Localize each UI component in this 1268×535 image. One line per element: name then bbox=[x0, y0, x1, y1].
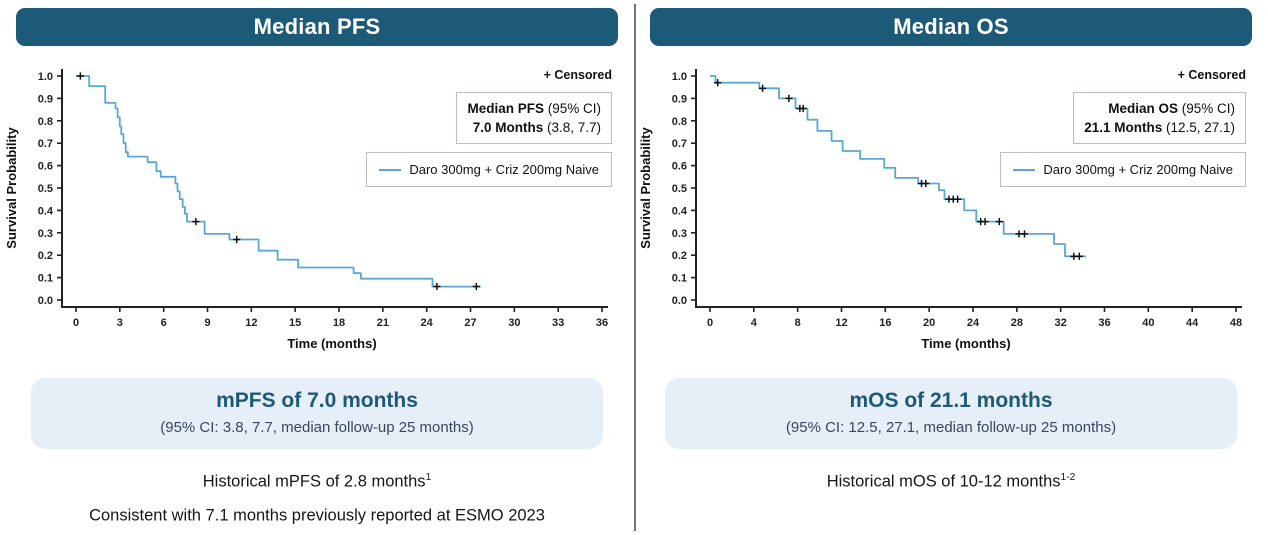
os-notes: Historical mOS of 10-12 months1-2 bbox=[634, 463, 1268, 497]
os-summary-subtitle: (95% CI: 12.5, 27.1, median follow-up 25… bbox=[785, 419, 1117, 436]
svg-text:0.2: 0.2 bbox=[38, 250, 53, 262]
pfs-chart-area: 0.0 0.1 0.2 0.3 0.4 0.5 0.6 0.7 0.8 0.9 1.0 0 3 6 9 12 1… bbox=[0, 58, 634, 358]
pfs-notes: Historical mPFS of 2.8 months1 Consisten… bbox=[0, 463, 634, 530]
svg-text:0.3: 0.3 bbox=[672, 228, 687, 240]
svg-text:0.4: 0.4 bbox=[672, 205, 688, 217]
os-summary-box: mOS of 21.1 months (95% CI: 12.5, 27.1, … bbox=[665, 378, 1237, 449]
svg-text:15: 15 bbox=[289, 317, 301, 329]
legend-line-sample-icon bbox=[379, 168, 402, 171]
svg-text:0.6: 0.6 bbox=[672, 161, 687, 173]
pfs-stats-line1: Median PFS (95% CI) bbox=[467, 101, 601, 116]
svg-text:16: 16 bbox=[879, 317, 891, 329]
svg-text:0.0: 0.0 bbox=[38, 295, 53, 307]
pfs-stats-line2: 7.0 Months (3.8, 7.7) bbox=[472, 120, 601, 135]
pfs-header: Median PFS bbox=[16, 8, 618, 46]
svg-text:0.9: 0.9 bbox=[38, 93, 53, 105]
svg-text:1.0: 1.0 bbox=[672, 71, 687, 83]
os-stats-line1: Median OS (95% CI) bbox=[1108, 101, 1235, 116]
pfs-km-chart: 0.00.10.20.30.40.50.60.70.80.91.00 3 6 9 12 1… bbox=[4, 69, 608, 351]
svg-text:0.4: 0.4 bbox=[38, 205, 54, 217]
svg-text:32: 32 bbox=[1055, 317, 1067, 329]
os-panel: Median OS 0.0 0.1 0.2 0.3 0.4 0.5 0.6 0.7 0.8 0.9… bbox=[634, 0, 1268, 535]
svg-text:6: 6 bbox=[161, 317, 167, 329]
svg-text:28: 28 bbox=[1011, 317, 1023, 329]
pfs-summary-subtitle: (95% CI: 3.8, 7.7, median follow-up 25 m… bbox=[160, 419, 474, 436]
svg-text:4: 4 bbox=[751, 317, 758, 329]
svg-text:0.6: 0.6 bbox=[38, 161, 53, 173]
pfs-legend-label: Daro 300mg + Criz 200mg Naive bbox=[409, 162, 599, 177]
os-summary-title: mOS of 21.1 months bbox=[849, 389, 1053, 412]
svg-text:27: 27 bbox=[464, 317, 476, 329]
os-note-historical: Historical mOS of 10-12 months1-2 bbox=[826, 472, 1076, 491]
svg-text:Time (months): Time (months) bbox=[287, 336, 376, 351]
svg-text:0.8: 0.8 bbox=[38, 116, 53, 128]
os-km-chart: 0.00.10.20.30.40.50.60.70.80.91.00 4 8 12 16… bbox=[638, 69, 1242, 351]
svg-text:0.0: 0.0 bbox=[672, 295, 687, 307]
svg-text:0.2: 0.2 bbox=[672, 250, 687, 262]
svg-text:3: 3 bbox=[117, 317, 123, 329]
pfs-note-historical: Historical mPFS of 2.8 months1 bbox=[202, 472, 432, 491]
pfs-summary-box: mPFS of 7.0 months (95% CI: 3.8, 7.7, me… bbox=[31, 378, 603, 449]
os-stats-line2: 21.1 Months (12.5, 27.1) bbox=[1084, 120, 1235, 135]
svg-text:12: 12 bbox=[835, 317, 847, 329]
svg-text:8: 8 bbox=[795, 317, 801, 329]
svg-text:24: 24 bbox=[967, 317, 980, 329]
svg-text:44: 44 bbox=[1186, 317, 1199, 329]
svg-text:9: 9 bbox=[204, 317, 210, 329]
svg-text:21: 21 bbox=[377, 317, 389, 329]
svg-text:Survival Probability: Survival Probability bbox=[4, 127, 19, 249]
pfs-median-stats-box: Median PFS (95% CI) 7.0 Months (3.8, 7.7… bbox=[456, 92, 612, 144]
svg-text:18: 18 bbox=[333, 317, 345, 329]
svg-text:36: 36 bbox=[596, 317, 608, 329]
os-legend: Daro 300mg + Criz 200mg Naive bbox=[1000, 152, 1246, 187]
svg-text:0.1: 0.1 bbox=[672, 273, 687, 285]
svg-text:33: 33 bbox=[552, 317, 564, 329]
legend-line-sample-icon bbox=[1013, 168, 1036, 171]
svg-text:1.0: 1.0 bbox=[38, 71, 53, 83]
svg-text:12: 12 bbox=[245, 317, 257, 329]
svg-text:0: 0 bbox=[707, 317, 713, 329]
svg-text:0.7: 0.7 bbox=[672, 138, 687, 150]
svg-text:36: 36 bbox=[1098, 317, 1110, 329]
pfs-note-consistency: Consistent with 7.1 months previously re… bbox=[89, 506, 545, 524]
os-median-stats-box: Median OS (95% CI) 21.1 Months (12.5, 27… bbox=[1073, 92, 1246, 144]
panel-divider bbox=[634, 4, 636, 531]
svg-text:30: 30 bbox=[508, 317, 520, 329]
svg-text:0.3: 0.3 bbox=[38, 228, 53, 240]
svg-text:Time (months): Time (months) bbox=[921, 336, 1010, 351]
os-chart-area: 0.0 0.1 0.2 0.3 0.4 0.5 0.6 0.7 0.8 0.9 1.0 0 4 8 12 16… bbox=[634, 58, 1268, 358]
svg-text:0.1: 0.1 bbox=[38, 273, 53, 285]
svg-text:48: 48 bbox=[1230, 317, 1242, 329]
svg-text:0: 0 bbox=[73, 317, 79, 329]
svg-text:0.8: 0.8 bbox=[672, 116, 687, 128]
pfs-legend: Daro 300mg + Criz 200mg Naive bbox=[366, 152, 612, 187]
os-header: Median OS bbox=[650, 8, 1252, 46]
svg-text:Survival Probability: Survival Probability bbox=[638, 127, 653, 249]
svg-text:0.5: 0.5 bbox=[38, 183, 53, 195]
svg-text:0.9: 0.9 bbox=[672, 93, 687, 105]
os-legend-label: Daro 300mg + Criz 200mg Naive bbox=[1043, 162, 1233, 177]
svg-text:0.7: 0.7 bbox=[38, 138, 53, 150]
pfs-panel: Median PFS 0.0 0.1 0.2 0.3 0.4 0.5 0.6 0.7 0.8 0.… bbox=[0, 8, 634, 530]
svg-text:24: 24 bbox=[421, 317, 434, 329]
svg-text:20: 20 bbox=[923, 317, 935, 329]
pfs-censored-note: + Censored bbox=[543, 68, 612, 82]
svg-text:0.5: 0.5 bbox=[672, 183, 687, 195]
pfs-summary-title: mPFS of 7.0 months bbox=[216, 389, 418, 412]
os-censored-note: + Censored bbox=[1177, 68, 1246, 82]
svg-text:40: 40 bbox=[1142, 317, 1154, 329]
